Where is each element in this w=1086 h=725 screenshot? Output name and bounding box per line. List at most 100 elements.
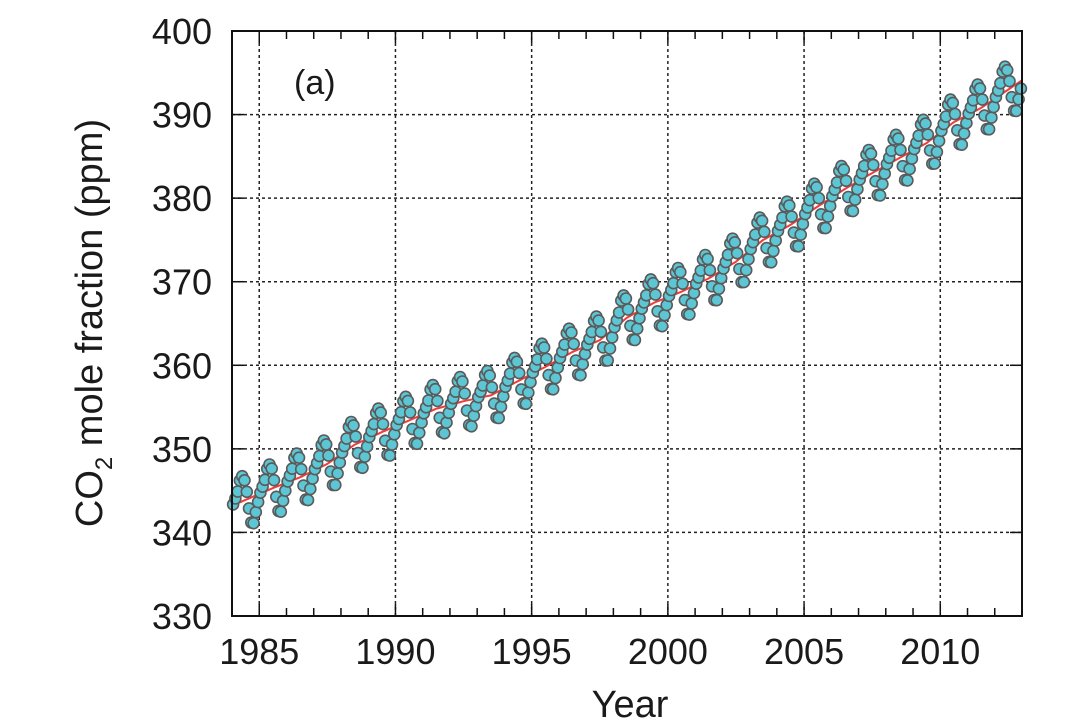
data-point — [601, 354, 615, 367]
data-point — [767, 244, 780, 258]
data-point — [565, 326, 578, 339]
data-point — [238, 473, 251, 487]
data-point — [549, 371, 562, 385]
data-point — [594, 325, 608, 339]
data-point — [403, 406, 417, 419]
data-point — [673, 265, 687, 279]
data-point — [837, 163, 851, 176]
data-point — [540, 352, 553, 366]
data-point — [903, 162, 916, 176]
minor-ticks — [231, 30, 1023, 617]
x-tick-label: 1985 — [219, 631, 299, 672]
data-point — [655, 319, 669, 333]
data-point — [521, 386, 535, 399]
data-point — [685, 297, 699, 310]
y-axis-title-subscript: 2 — [91, 457, 118, 470]
data-point — [510, 355, 524, 369]
data-point — [485, 380, 499, 394]
data-point — [328, 478, 342, 492]
data-point — [465, 419, 478, 433]
y-tick-labels: 330 340 350 360 370 380 390 400 — [152, 11, 212, 637]
data-point — [494, 400, 508, 414]
data-point — [374, 406, 388, 419]
data-point — [1000, 63, 1014, 77]
data-point — [703, 263, 717, 277]
data-point — [928, 157, 941, 170]
data-point — [331, 467, 344, 480]
data-point — [322, 449, 335, 462]
x-tick-label: 2005 — [764, 631, 844, 672]
data-point — [846, 204, 860, 218]
data-point — [948, 107, 962, 121]
data-point — [619, 292, 633, 305]
x-tick-labels: 1985 1990 1995 2000 2005 2010 — [219, 631, 980, 672]
data-point — [932, 134, 946, 148]
data-point — [810, 180, 823, 194]
data-point — [973, 82, 987, 95]
data-point — [955, 138, 969, 151]
data-point — [385, 438, 399, 451]
y-tick-label: 350 — [152, 429, 212, 470]
data-point — [1009, 104, 1023, 118]
y-tick-label: 370 — [152, 262, 212, 303]
data-point — [492, 411, 506, 425]
data-point — [240, 485, 254, 499]
data-point — [728, 236, 742, 249]
x-tick-label: 1995 — [492, 631, 572, 672]
data-point — [930, 145, 944, 159]
y-tick-label: 400 — [152, 11, 212, 52]
y-axis-title-rest: mole fraction (ppm) — [69, 119, 111, 457]
y-axis-title-main: CO — [69, 470, 111, 527]
data-point — [873, 189, 887, 202]
data-point — [792, 240, 805, 253]
data-point — [819, 221, 832, 235]
data-point — [537, 341, 551, 354]
data-point — [683, 308, 696, 321]
data-point — [901, 174, 914, 187]
data-point — [985, 111, 998, 124]
data-point — [358, 450, 372, 464]
data-point — [848, 193, 862, 206]
data-point — [742, 252, 755, 266]
data-point — [319, 438, 333, 451]
data-point — [739, 263, 753, 277]
data-point — [919, 117, 932, 130]
data-point — [546, 382, 560, 396]
data-point — [982, 123, 996, 136]
data-point — [957, 127, 971, 140]
data-point — [483, 369, 497, 382]
data-point — [876, 177, 889, 191]
data-point — [437, 426, 451, 440]
data-point — [712, 282, 726, 296]
data-point — [730, 246, 744, 260]
data-point — [821, 210, 835, 223]
data-point — [383, 449, 397, 462]
data-point — [349, 430, 363, 443]
data-point — [757, 225, 771, 239]
y-tick-label: 380 — [152, 178, 212, 219]
data-point — [701, 252, 714, 266]
data-point — [737, 275, 751, 289]
data-point — [782, 199, 796, 212]
data-point — [567, 337, 581, 351]
data-point — [574, 368, 587, 382]
data-point — [303, 482, 317, 496]
data-point — [755, 214, 769, 228]
y-tick-label: 390 — [152, 95, 212, 136]
data-point — [356, 461, 369, 475]
data-point — [764, 255, 778, 269]
data-point — [621, 303, 635, 316]
data-point — [401, 394, 415, 408]
data-point — [866, 158, 880, 172]
data-point — [894, 143, 907, 157]
data-point — [628, 333, 642, 347]
data-point — [975, 93, 989, 106]
data-point — [658, 308, 671, 322]
data-point — [301, 493, 315, 507]
data-point — [794, 228, 808, 241]
x-tick-label: 1990 — [355, 631, 435, 672]
y-tick-label: 360 — [152, 345, 212, 386]
data-point — [265, 462, 279, 475]
data-point — [247, 516, 260, 530]
